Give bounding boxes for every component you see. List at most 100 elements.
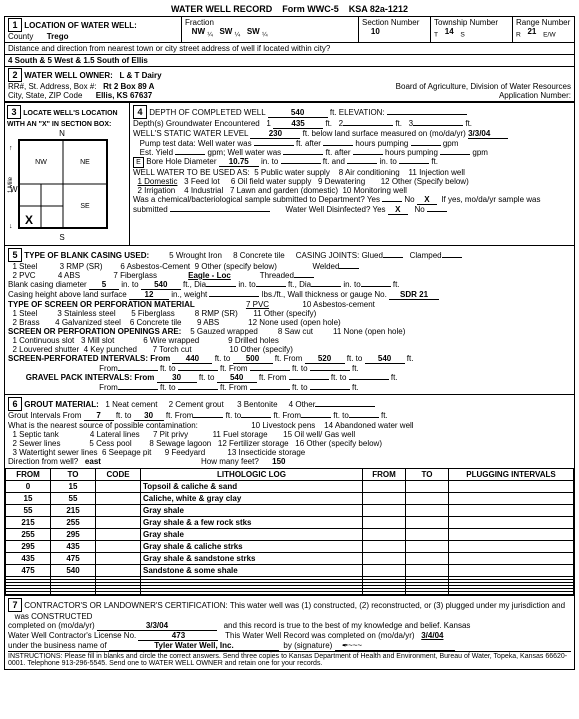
by: by (signature) — [283, 641, 332, 650]
ew: E/W — [543, 32, 556, 39]
date2: 3/4/04 — [421, 631, 443, 640]
th-log: LITHOLOGIC LOG — [141, 469, 363, 481]
ps7: 7 Pit privy — [153, 430, 188, 439]
litho-row: 1555Caliche, white & gray clay — [6, 493, 574, 505]
owner: L & T Dairy — [120, 71, 162, 80]
gi: Grout Intervals From — [8, 411, 81, 420]
scr9: 9 ABS — [197, 318, 219, 327]
ps5: 5 Cess pool — [89, 439, 131, 448]
hours2: hours pumping — [385, 148, 438, 157]
litho-row: 435475Gray shale & sandstone strks — [6, 553, 574, 565]
scr6: 6 Concrete tile — [130, 318, 182, 327]
litho-row: 295435Gray shale & caliche strks — [6, 541, 574, 553]
sec1-num: 1 — [8, 18, 22, 32]
o2: 2 Louvered shutter — [12, 345, 79, 354]
g4: 4 Other — [289, 400, 316, 409]
litho-table: FROM TO CODE LITHOLOGIC LOG FROM TO PLUG… — [5, 468, 574, 595]
address-line: 4 South & 5 West & 1.5 South of Ellis — [5, 55, 574, 67]
scr8: 8 RMP (SR) — [195, 309, 238, 318]
range: 21 — [527, 27, 536, 36]
ft3: ft. — [393, 280, 400, 289]
scr3: 3 Stainless steel — [57, 309, 115, 318]
open: SCREEN OR PERFORATION OPENINGS ARE: — [8, 327, 181, 336]
fraction-label: Fraction — [185, 18, 214, 27]
gw3: 3 — [409, 119, 413, 128]
was: was CONSTRUCTED — [15, 612, 93, 621]
chem: Was a chemical/bacteriological sample su… — [133, 195, 380, 204]
joint: CASING JOINTS: Glued — [296, 251, 383, 260]
sec5-label: TYPE OF BLANK CASING USED: — [24, 251, 149, 260]
use: WELL WATER TO BE USED AS: — [133, 168, 250, 177]
dia2: Dia — [299, 280, 311, 289]
u7: 7 Lawn and garden (domestic) — [230, 186, 338, 195]
sub: submitted — [133, 205, 168, 214]
feet: How many feet? — [201, 457, 259, 466]
lbs: lbs./ft., Wall thickness or gauge No. — [262, 290, 387, 299]
sec3-label: LOCATE WELL'S LOCATION WITH AN "X" IN SE… — [7, 110, 118, 128]
township: 14 — [445, 27, 454, 36]
lic: Water Well Contractor's License No. — [8, 631, 136, 640]
g3: 3 Bentonite — [237, 400, 277, 409]
scr12: 12 None used (open hole) — [248, 318, 341, 327]
scr10: 10 Asbestos-cement — [302, 300, 374, 309]
o11: 11 None (open hole) — [333, 327, 405, 336]
ps15: 15 Oil well/ Gas well — [283, 430, 355, 439]
comp: completed on (mo/da/yr) — [8, 621, 95, 630]
feetv: 150 — [272, 457, 285, 466]
gw2: 2 — [339, 119, 343, 128]
spito2: ft. to — [347, 354, 363, 363]
gpi: GRAVEL PACK INTERVALS: From — [26, 373, 155, 382]
litho-row: 255295Gray shale — [6, 529, 574, 541]
c5: 5 Wrought Iron — [169, 251, 222, 260]
sec3-num: 3 — [7, 105, 21, 119]
ps10: 10 Livestock pens — [251, 421, 315, 430]
clamped: Clamped — [410, 251, 442, 260]
licno: 473 — [138, 631, 218, 641]
c9: 9 Other (specify below) — [195, 262, 277, 271]
dno: No — [414, 205, 424, 214]
addr1: Rt 2 Box 89 A — [103, 82, 154, 91]
svg-text:N: N — [59, 129, 65, 138]
c6: 6 Asbestos-Cement — [120, 262, 190, 271]
into2: in. to — [238, 280, 255, 289]
scr: TYPE OF SCREEN OR PERFORATION MATERIAL — [8, 300, 195, 309]
gifrom2: ft. From — [273, 411, 301, 420]
ifyes: If yes, mo/da/yr sample was — [441, 195, 540, 204]
boreft2: ft. — [431, 157, 438, 166]
gito2: ft. to — [226, 411, 242, 420]
o4: 4 Key punched — [84, 345, 137, 354]
after2: ft. after — [326, 148, 351, 157]
citylabel: City, State, ZIP Code — [8, 91, 82, 100]
scr7: 7 PVC — [246, 300, 269, 309]
spi4: 540 — [365, 354, 405, 364]
sec4-num: 4 — [133, 105, 147, 119]
sec2-label: WATER WELL OWNER: — [24, 71, 113, 80]
gpm1: gpm — [443, 139, 459, 148]
form-ksa: KSA 82a-1212 — [349, 4, 408, 14]
bcd: Blank casing diameter — [8, 280, 87, 289]
ps16: 16 Other (specify below) — [295, 439, 382, 448]
bcd2: 540 — [141, 280, 181, 290]
spi2: 500 — [233, 354, 273, 364]
u12: 12 Other (Specify below) — [381, 177, 469, 186]
spifrom2: ft. From — [275, 354, 303, 363]
ft2: ft., — [288, 280, 297, 289]
spi3: 520 — [305, 354, 345, 364]
ps11: 11 Fuel storage — [213, 430, 268, 439]
u10: 10 Monitoring well — [342, 186, 406, 195]
sec7-num: 7 — [8, 598, 22, 612]
thr: Threaded — [260, 271, 294, 280]
svg-text:S: S — [59, 233, 64, 242]
elev: ft. ELEVATION: — [330, 108, 385, 117]
rrlabel: RR#, St. Address, Box #: — [8, 82, 96, 91]
svg-text:X: X — [25, 213, 33, 227]
sec5-num: 5 — [8, 248, 22, 262]
o6: 6 Wire wrapped — [143, 336, 199, 345]
nov: X — [417, 195, 437, 205]
g2: 2 Cement grout — [169, 400, 224, 409]
bcd1: 5 — [89, 280, 119, 290]
ps13: 13 Insecticide storage — [227, 448, 305, 457]
scr11: 11 Other (specify) — [253, 309, 316, 318]
ps6: 6 Seepage pit — [102, 448, 151, 457]
county: Trego — [47, 32, 69, 41]
